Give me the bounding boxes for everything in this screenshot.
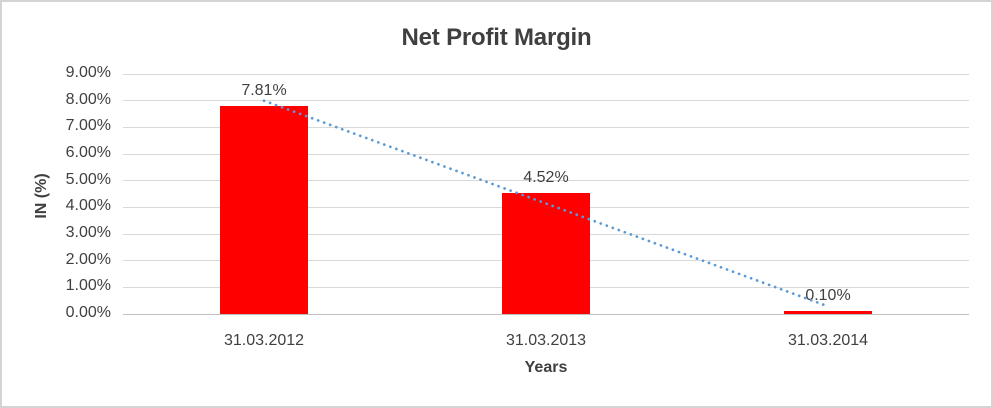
bar-data-label: 4.52% [523,169,569,187]
plot-area: 7.81% 4.52% 0.10% [123,73,969,315]
bar-31.03.2012[interactable] [220,105,308,314]
y-axis-tick-label: 4.00% [65,197,111,215]
x-axis-tick-label: 31.03.2012 [223,332,305,349]
trendline[interactable] [262,99,830,308]
y-axis-tick-label: 2.00% [65,250,111,268]
y-axis-tick-label: 8.00% [65,90,111,108]
y-axis-tick-label: 6.00% [65,144,111,161]
bar-data-label: 0.10% [805,287,851,305]
y-axis-tick-label: 9.00% [65,64,111,81]
gridline [123,73,969,75]
gridline [123,180,969,182]
x-axis-tick-label: 31.03.2013 [505,332,587,349]
trendline-layer [262,99,830,308]
y-axis-tick-label: 0.00% [65,304,111,321]
x-axis-tick-label: 31.03.2014 [787,332,869,349]
y-axis-tick-label: 7.00% [65,117,111,135]
gridline [123,126,969,128]
y-axis-tick-label: 1.00% [65,277,111,295]
y-axis-tick-label: 5.00% [65,170,111,188]
gridline [123,100,969,102]
x-axis-line [123,313,969,315]
bar-31.03.2014[interactable] [784,311,872,314]
gridline [123,153,969,155]
chart-title: Net Profit Margin [401,24,592,51]
x-axis-title: Years [524,359,568,376]
bar-31.03.2013[interactable] [502,193,590,314]
bar-data-label: 7.81% [241,81,287,99]
y-axis-tick-label: 3.00% [65,224,111,241]
